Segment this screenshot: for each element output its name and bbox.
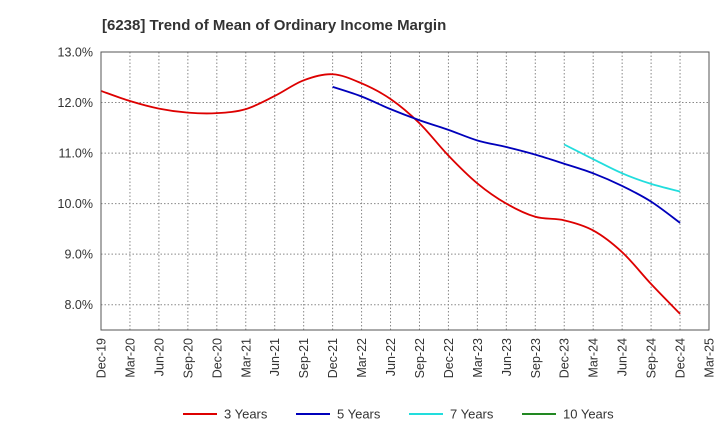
x-tick-label: Dec-22 xyxy=(442,338,456,378)
chart-title: [6238] Trend of Mean of Ordinary Income … xyxy=(102,17,446,34)
x-tick-label: Mar-21 xyxy=(239,338,253,378)
x-tick-label: Dec-21 xyxy=(326,338,340,378)
x-tick-label: Mar-22 xyxy=(355,338,369,378)
x-tick-label: Sep-20 xyxy=(181,338,195,378)
x-tick-label: Dec-23 xyxy=(558,338,572,378)
x-tick-label: Jun-20 xyxy=(152,338,166,376)
x-tick-label: Dec-24 xyxy=(674,338,688,378)
x-tick-label: Sep-23 xyxy=(529,338,543,378)
y-tick-label: 12.0% xyxy=(58,96,93,110)
x-tick-label: Mar-23 xyxy=(471,338,485,378)
x-tick-label: Mar-20 xyxy=(123,338,137,378)
x-tick-label: Jun-21 xyxy=(268,338,282,376)
x-tick-label: Jun-24 xyxy=(616,338,630,376)
grid xyxy=(101,52,709,330)
y-tick-label: 9.0% xyxy=(65,248,94,262)
legend-label-3-years: 3 Years xyxy=(224,407,268,422)
x-tick-label: Mar-24 xyxy=(587,338,601,378)
legend-label-10-years: 10 Years xyxy=(563,407,614,422)
legend-label-5-years: 5 Years xyxy=(337,407,381,422)
series-line-7-years xyxy=(563,143,681,193)
legend-label-7-years: 7 Years xyxy=(450,407,494,422)
x-tick-label: Jun-22 xyxy=(384,338,398,376)
series-line-5-years xyxy=(332,86,681,224)
x-tick-label: Sep-24 xyxy=(645,338,659,378)
x-tick-label: Dec-19 xyxy=(95,338,109,378)
y-tick-label: 8.0% xyxy=(65,298,94,312)
x-tick-label: Sep-22 xyxy=(413,338,427,378)
x-tick-label: Mar-25 xyxy=(703,338,717,378)
y-tick-label: 13.0% xyxy=(58,46,93,60)
plot-area-frame xyxy=(100,51,710,331)
x-axis-ticks: Dec-19 Mar-20 Jun-20 Sep-20 Dec-20 Mar-21 Jun-… xyxy=(95,338,717,378)
legend: 3 Years 5 Years 7 Years 10 Years xyxy=(183,407,614,422)
x-tick-label: Dec-20 xyxy=(210,338,224,378)
series-lines xyxy=(100,73,681,315)
x-tick-label: Jun-23 xyxy=(500,338,514,376)
x-tick-label: Sep-21 xyxy=(297,338,311,378)
y-tick-label: 11.0% xyxy=(58,147,93,161)
y-axis-ticks: 8.0% 9.0% 10.0% 11.0% 12.0% 13.0% xyxy=(58,46,93,313)
y-tick-label: 10.0% xyxy=(58,197,93,211)
series-line-3-years xyxy=(100,73,681,315)
